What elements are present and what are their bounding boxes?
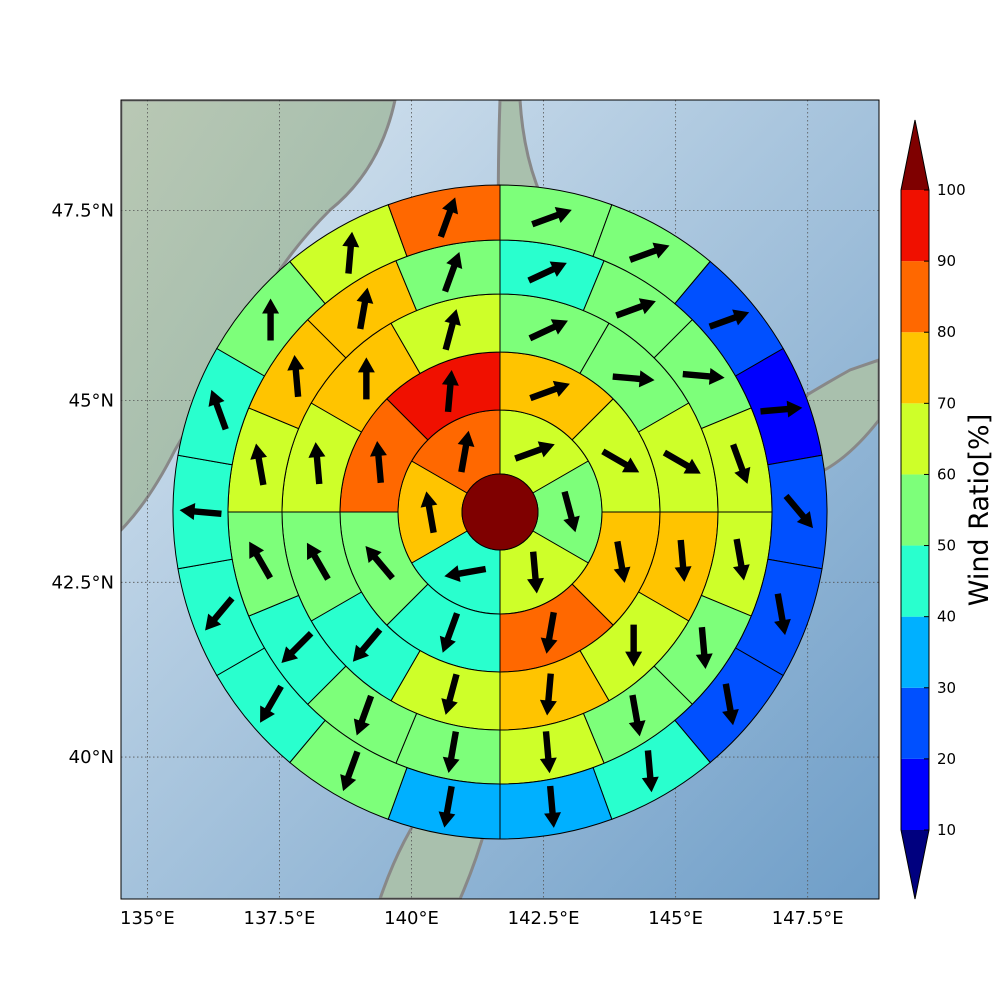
colorbar-bin — [901, 474, 929, 546]
x-tick-label: 147.5°E — [772, 908, 844, 929]
wind-arrow — [260, 684, 284, 723]
wind-arrow — [722, 683, 739, 726]
wind-arrow — [615, 298, 656, 319]
colorbar-tick-label: 60 — [937, 465, 956, 483]
colorbar-bin — [901, 190, 929, 262]
colorbar-label: Wind Ratio[%] — [964, 414, 995, 606]
wind-arrow — [760, 400, 803, 418]
colorbar-bin — [901, 261, 929, 333]
wind-arrow — [442, 251, 463, 293]
wind-arrow — [514, 441, 555, 462]
wind-arrow — [441, 673, 460, 715]
colorbar-tick-label: 10 — [937, 821, 956, 839]
center-cell — [461, 473, 539, 551]
wind-arrow — [528, 319, 568, 342]
wind-arrow — [365, 546, 395, 581]
wind-arrow — [352, 627, 383, 662]
wind-arrow — [783, 493, 813, 529]
wind-arrow — [539, 731, 557, 774]
wind-arrow — [540, 611, 558, 654]
colorbar-over — [901, 120, 929, 190]
wind-arrow — [730, 443, 751, 484]
wind-arrow — [369, 440, 387, 484]
x-tick-label: 135°E — [120, 908, 175, 929]
colorbar-bin — [901, 332, 929, 404]
y-tick-label: 42.5°N — [51, 572, 114, 593]
wind-arrow — [682, 367, 725, 385]
wind-arrow — [732, 538, 750, 581]
wind-arrow — [208, 389, 229, 431]
x-tick-label: 145°E — [648, 908, 703, 929]
wind-arrow — [287, 354, 305, 398]
wind-arrow — [342, 231, 360, 274]
wind-arrow — [539, 673, 557, 716]
wind-arrow — [561, 490, 580, 533]
x-tick-label: 140°E — [384, 908, 439, 929]
colorbar-tick-label: 30 — [937, 679, 956, 697]
wind-arrow — [628, 694, 646, 737]
wind-arrow — [438, 785, 456, 828]
x-tick-label: 137.5°E — [244, 908, 316, 929]
wind-arrow — [674, 539, 692, 582]
wind-arrow — [444, 565, 487, 583]
arrows — [179, 197, 813, 828]
wind-arrow — [527, 261, 567, 284]
wind-arrow — [308, 442, 326, 485]
axes: 135°E 137.5°E 140°E 142.5°E 145°E 147.5°E 40°N… — [51, 200, 843, 929]
wind-arrow — [613, 540, 631, 583]
wind-arrow — [340, 750, 361, 792]
wind-arrow — [306, 542, 331, 581]
wind-arrow — [662, 449, 701, 474]
colorbar-bin — [901, 403, 929, 475]
y-tick-label: 45°N — [69, 390, 114, 411]
colorbar-tick-label: 80 — [937, 323, 956, 341]
x-tick-label: 142.5°E — [508, 908, 580, 929]
colorbar-tick-label: 70 — [937, 394, 956, 412]
colorbar-tick-label: 90 — [937, 252, 956, 270]
colorbar-tick-label: 40 — [937, 608, 956, 626]
wind-arrow — [249, 541, 273, 580]
colorbar-bin — [901, 616, 929, 688]
wind-arrow — [356, 287, 374, 330]
colorbar-bin — [901, 758, 929, 830]
wind-arrow — [281, 631, 314, 663]
wind-arrow — [774, 593, 791, 636]
wind-arrow — [708, 309, 750, 330]
wind-arrow — [357, 357, 375, 400]
wind-arrow — [529, 380, 570, 402]
wind-arrow — [179, 503, 222, 520]
colorbar-under — [901, 830, 929, 899]
wind-arrow — [641, 750, 659, 793]
y-tick-label: 47.5°N — [51, 200, 114, 221]
wind-arrow — [250, 443, 268, 486]
colorbar-bin — [901, 545, 929, 617]
wind-arrow — [420, 491, 438, 534]
wind-arrow — [262, 298, 280, 341]
y-tick-label: 40°N — [69, 747, 114, 768]
sectors — [172, 184, 828, 840]
wind-arrow — [439, 612, 461, 653]
wind-arrow — [544, 785, 561, 828]
wind-arrow — [437, 197, 459, 238]
colorbar-tick-label: 50 — [937, 537, 956, 555]
wind-arrow — [442, 731, 460, 773]
wind-arrow — [628, 242, 670, 263]
wind-arrow — [353, 694, 375, 736]
map-frame — [120, 99, 880, 900]
colorbar-bin — [901, 687, 929, 759]
colorbar-tick-label: 100 — [937, 181, 966, 199]
wind-arrow — [457, 430, 475, 473]
wind-arrow — [527, 551, 544, 594]
wind-arrow — [441, 370, 459, 413]
wind-arrow — [442, 309, 461, 351]
colorbar-tick-label: 20 — [937, 750, 956, 768]
colorbar: 10 20 30 40 50 60 70 80 90 100 — [900, 119, 966, 900]
wind-arrow — [601, 448, 640, 473]
wind-arrow — [205, 596, 235, 631]
wind-arrow — [531, 207, 572, 228]
wind-arrow — [695, 626, 713, 670]
wind-arrow — [612, 370, 655, 388]
wind-arrow — [625, 624, 643, 667]
